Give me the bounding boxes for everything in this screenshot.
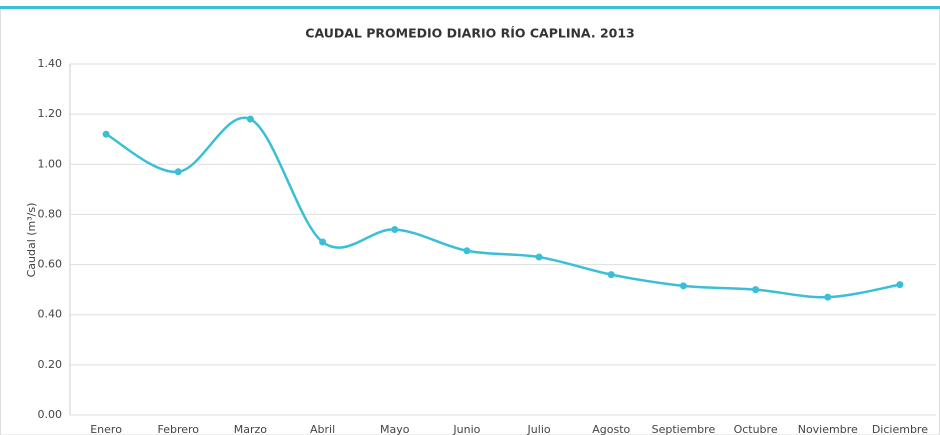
- data-point: [824, 293, 832, 301]
- x-tick-label: Julio: [527, 423, 551, 435]
- x-tick-label: Febrero: [157, 423, 199, 435]
- data-point: [607, 271, 615, 279]
- x-tick-label: Agosto: [592, 423, 630, 435]
- data-point: [391, 225, 399, 233]
- data-point: [463, 247, 471, 255]
- x-tick-label: Septiembre: [652, 423, 716, 435]
- data-point: [752, 286, 760, 294]
- y-tick-label: 1.40: [38, 57, 63, 70]
- y-tick-label: 0.00: [38, 408, 63, 421]
- y-tick-label: 1.00: [38, 157, 63, 170]
- x-tick-label: Abril: [310, 423, 335, 435]
- x-tick-label: Octubre: [734, 423, 778, 435]
- y-tick-label: 0.60: [38, 258, 63, 271]
- y-tick-label: 0.20: [38, 358, 63, 371]
- y-tick-label: 1.20: [38, 107, 63, 120]
- x-tick-label: Noviembre: [798, 423, 858, 435]
- data-point: [535, 253, 543, 261]
- data-point: [246, 115, 254, 123]
- x-tick-label: Mayo: [380, 423, 410, 435]
- data-point: [174, 168, 182, 176]
- data-point: [896, 281, 904, 289]
- top-bar: [0, 6, 940, 9]
- chart-title: CAUDAL PROMEDIO DIARIO RÍO CAPLINA. 2013: [305, 26, 634, 41]
- data-point: [679, 282, 687, 290]
- x-tick-label: Enero: [90, 423, 122, 435]
- data-point: [102, 130, 110, 138]
- y-tick-label: 0.40: [38, 308, 63, 321]
- frame: [0, 7, 940, 435]
- x-tick-label: Junio: [452, 423, 480, 435]
- y-tick-label: 0.80: [38, 207, 63, 220]
- x-tick-label: Diciembre: [872, 423, 928, 435]
- data-point: [319, 238, 327, 246]
- y-axis-label: Caudal (m³/s): [25, 203, 38, 278]
- x-tick-label: Marzo: [234, 423, 268, 435]
